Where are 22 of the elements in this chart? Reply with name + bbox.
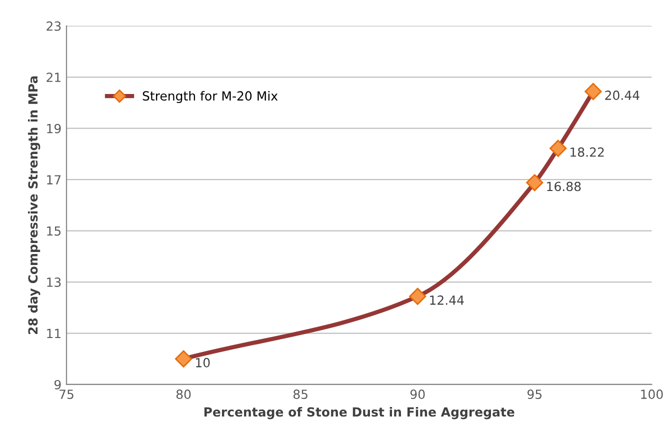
x-tick-label: 80 (176, 390, 191, 400)
data-label: 12.44 (430, 295, 464, 305)
x-axis-title: Percentage of Stone Dust in Fine Aggregate (204, 406, 514, 420)
y-tick-label: 21 (46, 72, 60, 82)
legend-label: Strength for M-20 Mix (142, 90, 278, 104)
y-tick-label: 15 (47, 226, 61, 236)
x-tick-label: 95 (527, 390, 542, 400)
data-label: 20.44 (605, 90, 640, 100)
x-tick-label: 100 (641, 390, 663, 400)
y-tick-label: 17 (47, 175, 61, 184)
x-tick-label: 75 (60, 390, 74, 400)
y-tick-label: 11 (47, 328, 60, 338)
data-label: 16.88 (547, 182, 581, 192)
y-tick-label: 9 (54, 380, 61, 390)
data-label: 10 (196, 358, 210, 368)
x-tick-label: 90 (410, 390, 425, 400)
data-label: 18.22 (570, 147, 604, 157)
y-tick-label: 13 (47, 278, 61, 287)
y-tick-label: 23 (46, 21, 61, 31)
y-tick-label: 19 (47, 124, 61, 134)
y-axis-title: 28 day Compressive Strength in MPa (28, 76, 40, 334)
x-tick-label: 85 (293, 390, 308, 400)
